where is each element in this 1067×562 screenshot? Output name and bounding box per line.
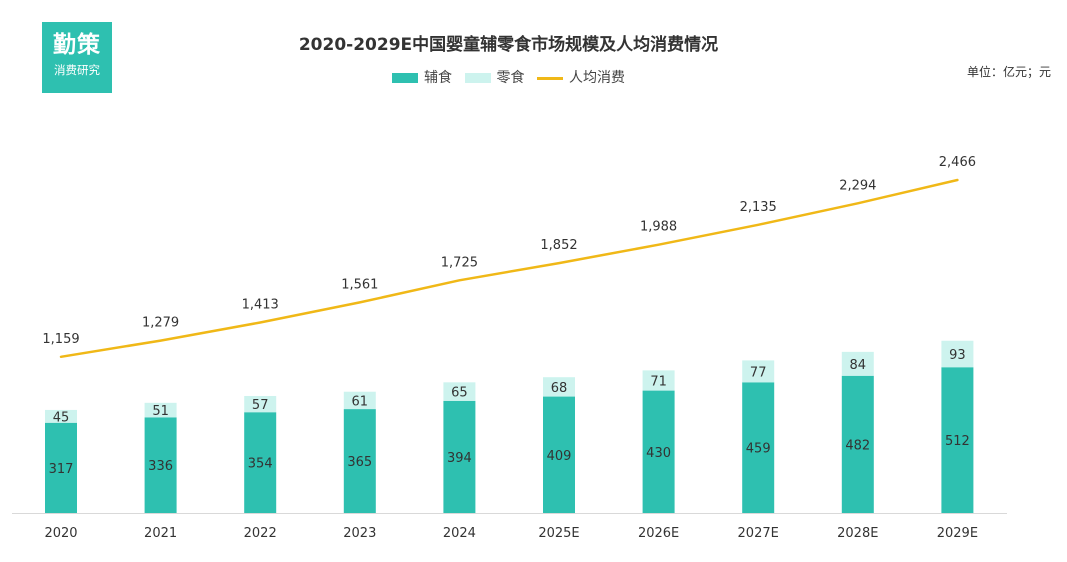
bar-snack [45, 409, 77, 423]
line-point-label: 1,725 [441, 255, 478, 270]
bar-snack [742, 360, 775, 383]
bar-snack [443, 382, 476, 401]
unit-label: 单位：亿元；元 [966, 65, 1051, 79]
legend-item-per-capita: 人均消费 [536, 67, 625, 87]
bar-label-main-food: 430 [646, 446, 671, 461]
line-point-label: 1,159 [42, 332, 79, 347]
x-tick-label: 2024 [443, 526, 476, 541]
line-point-label: 1,279 [142, 316, 179, 331]
bar-snack [642, 370, 675, 391]
bar-label-snack: 61 [352, 394, 369, 409]
bar-label-main-food: 317 [49, 462, 74, 477]
line-per-capita [59, 178, 959, 359]
bar-label-snack: 71 [650, 374, 667, 389]
legend-swatch-main-food [392, 73, 419, 83]
bar-label-main-food: 409 [547, 449, 572, 464]
bar-label-snack: 57 [252, 398, 269, 413]
bar-main-food [343, 409, 376, 513]
bar-label-main-food: 336 [148, 459, 173, 474]
bar-label-snack: 51 [152, 404, 169, 419]
line-point-label: 1,413 [242, 297, 279, 312]
chart-legend: 辅食 零食 人均消费 [0, 67, 1017, 87]
line-point-label: 1,988 [640, 220, 677, 235]
x-tick-label: 2029E [937, 526, 978, 541]
bar-main-food [144, 417, 177, 513]
bar-snack [244, 395, 277, 413]
x-tick-label: 2023 [343, 526, 376, 541]
bar-label-snack: 77 [750, 365, 767, 380]
bar-main-food [543, 396, 575, 513]
bar-label-main-food: 482 [845, 438, 870, 453]
legend-item-snack: 零食 [464, 67, 525, 87]
bar-main-food [841, 375, 874, 513]
x-tick-label: 2020 [44, 526, 77, 541]
line-point-label: 1,852 [540, 238, 577, 253]
x-tick-label: 2025E [538, 526, 579, 541]
bar-label-main-food: 459 [746, 442, 771, 457]
bar-main-food [642, 390, 675, 513]
logo-name: 勤策 [53, 31, 101, 58]
legend-swatch-snack [464, 73, 491, 83]
bar-label-snack: 68 [551, 381, 568, 396]
x-tick-label: 2026E [638, 526, 679, 541]
chart-title: 2020-2029E中国婴童辅零食市场规模及人均消费情况 [298, 35, 719, 55]
logo-subtitle: 消费研究 [54, 63, 100, 77]
bar-label-snack: 45 [53, 410, 70, 425]
bar-snack [941, 340, 974, 368]
brand-logo: 勤策 消费研究 [42, 22, 112, 93]
line-point-label: 2,466 [939, 155, 976, 170]
x-tick-label: 2028E [837, 526, 878, 541]
bar-main-food [443, 400, 476, 513]
legend-label-snack: 零食 [496, 70, 525, 86]
bar-main-food [742, 382, 775, 513]
bar-snack [144, 402, 177, 418]
bar-main-food [244, 412, 277, 513]
bar-label-main-food: 512 [945, 434, 970, 449]
bar-main-food [941, 367, 974, 513]
legend-label-per-capita: 人均消费 [568, 70, 625, 86]
bar-snack [543, 377, 575, 397]
x-tick-label: 2027E [738, 526, 779, 541]
line-point-label: 2,135 [740, 200, 777, 215]
bar-label-main-food: 354 [248, 457, 273, 472]
line-point-label: 1,561 [341, 277, 378, 292]
line-point-label: 2,294 [839, 178, 876, 193]
x-tick-label: 2021 [144, 526, 177, 541]
bar-label-main-food: 365 [347, 455, 372, 470]
legend-item-main-food: 辅食 [392, 67, 452, 87]
legend-swatch-per-capita [536, 76, 563, 80]
legend-label-main-food: 辅食 [424, 70, 453, 86]
bar-label-snack: 65 [451, 386, 468, 401]
bar-main-food [45, 422, 77, 513]
bar-snack [343, 391, 376, 410]
bar-label-snack: 93 [949, 348, 966, 363]
bar-label-snack: 84 [850, 358, 867, 373]
bar-snack [841, 351, 874, 376]
bar-label-main-food: 394 [447, 451, 472, 466]
x-tick-label: 2022 [244, 526, 277, 541]
